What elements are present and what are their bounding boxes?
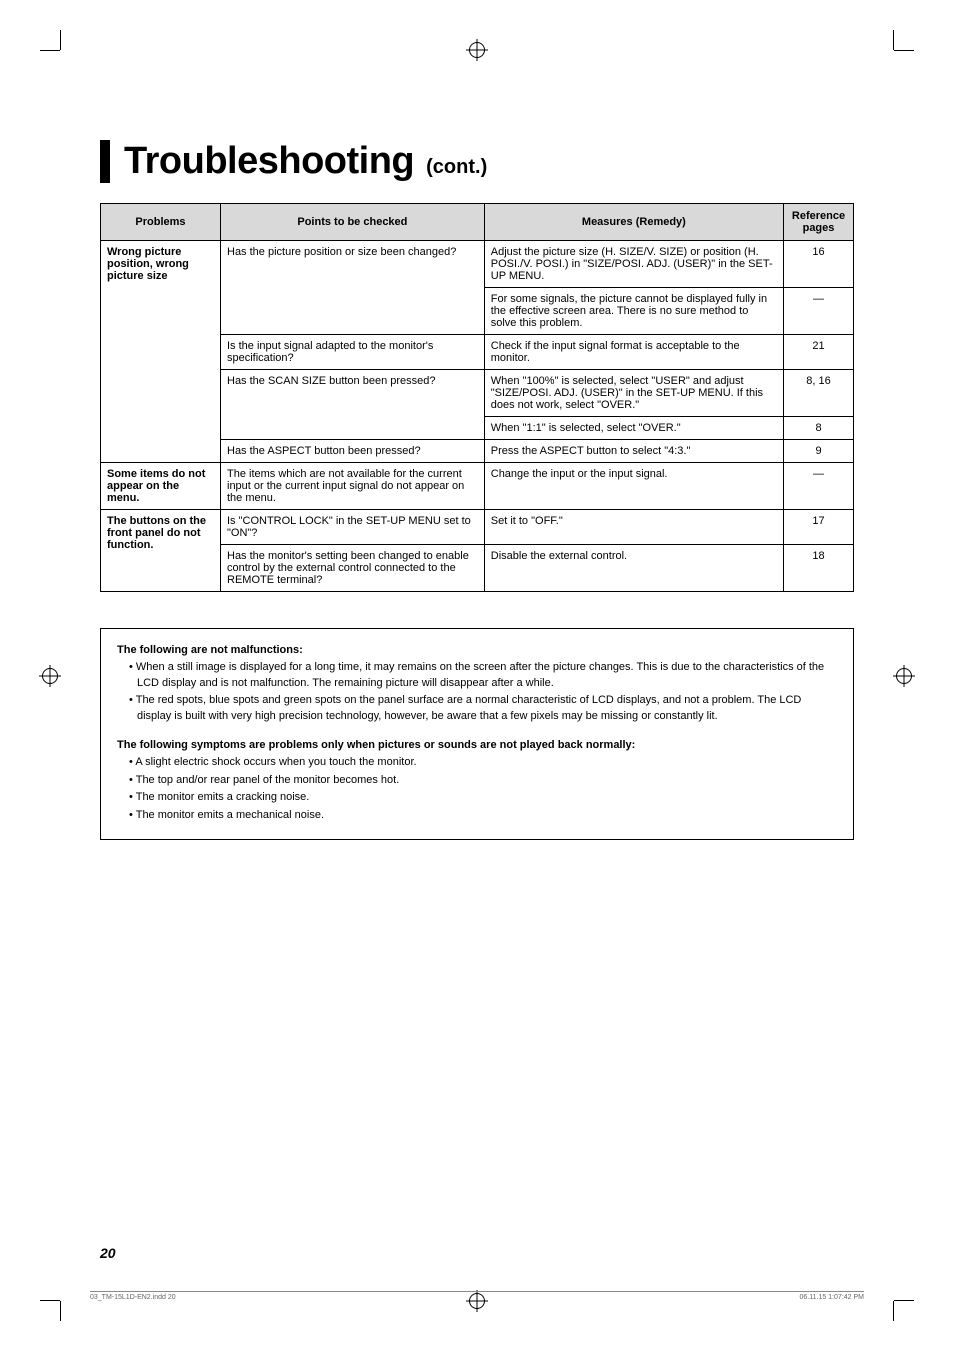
- crop-mark: [60, 1301, 61, 1321]
- page-title-bar: Troubleshooting (cont.): [100, 140, 854, 183]
- cell-point: Has the ASPECT button been pressed?: [221, 440, 485, 463]
- cell-point: Has the picture position or size been ch…: [221, 241, 485, 335]
- cell-measure: Adjust the picture size (H. SIZE/V. SIZE…: [484, 241, 783, 288]
- page-content: Troubleshooting (cont.) Problems Points …: [100, 140, 854, 1271]
- cell-measure: For some signals, the picture cannot be …: [484, 288, 783, 335]
- crop-mark: [60, 30, 61, 50]
- cell-measure: When "100%" is selected, select "USER" a…: [484, 370, 783, 417]
- th-points: Points to be checked: [221, 204, 485, 241]
- cell-ref: 21: [784, 335, 854, 370]
- th-problems: Problems: [101, 204, 221, 241]
- note-item: The monitor emits a cracking noise.: [129, 790, 837, 805]
- notes-list: When a still image is displayed for a lo…: [117, 660, 837, 724]
- cell-measure: Change the input or the input signal.: [484, 463, 783, 510]
- registration-mark: [896, 668, 912, 684]
- note-item: The red spots, blue spots and green spot…: [129, 693, 837, 724]
- crop-mark: [894, 1300, 914, 1301]
- page-number: 20: [100, 1245, 116, 1261]
- cell-ref: 16: [784, 241, 854, 288]
- cell-point: Is "CONTROL LOCK" in the SET-UP MENU set…: [221, 510, 485, 545]
- notes-box: The following are not malfunctions: When…: [100, 628, 854, 840]
- troubleshooting-table: Problems Points to be checked Measures (…: [100, 203, 854, 592]
- registration-mark: [469, 42, 485, 58]
- cell-problem: The buttons on the front panel do not fu…: [101, 510, 221, 592]
- th-reference: Reference pages: [784, 204, 854, 241]
- cell-measure: When "1:1" is selected, select "OVER.": [484, 417, 783, 440]
- cell-point: Is the input signal adapted to the monit…: [221, 335, 485, 370]
- crop-mark: [40, 50, 60, 51]
- notes-list: A slight electric shock occurs when you …: [117, 755, 837, 823]
- notes-heading: The following symptoms are problems only…: [117, 738, 837, 753]
- crop-mark: [893, 30, 894, 50]
- note-item: The top and/or rear panel of the monitor…: [129, 773, 837, 788]
- cell-ref: 9: [784, 440, 854, 463]
- crop-mark: [893, 1301, 894, 1321]
- cell-ref: 17: [784, 510, 854, 545]
- cell-measure: Disable the external control.: [484, 545, 783, 592]
- title-accent-bar: [100, 140, 110, 183]
- registration-mark: [42, 668, 58, 684]
- note-item: A slight electric shock occurs when you …: [129, 755, 837, 770]
- cell-ref: 8: [784, 417, 854, 440]
- note-item: The monitor emits a mechanical noise.: [129, 808, 837, 823]
- footer-filename: 03_TM-15L1D-EN2.indd 20: [90, 1294, 176, 1301]
- cell-measure: Press the ASPECT button to select "4:3.": [484, 440, 783, 463]
- cell-measure: Set it to "OFF.": [484, 510, 783, 545]
- th-measures: Measures (Remedy): [484, 204, 783, 241]
- cell-problem: Some items do not appear on the menu.: [101, 463, 221, 510]
- print-footer: 03_TM-15L1D-EN2.indd 20 06.11.15 1:07:42…: [90, 1291, 864, 1301]
- cell-measure: Check if the input signal format is acce…: [484, 335, 783, 370]
- cell-ref: —: [784, 463, 854, 510]
- cell-ref: 18: [784, 545, 854, 592]
- page-title: Troubleshooting: [124, 140, 414, 183]
- note-item: When a still image is displayed for a lo…: [129, 660, 837, 691]
- crop-mark: [894, 50, 914, 51]
- cell-point: Has the SCAN SIZE button been pressed?: [221, 370, 485, 440]
- page-title-suffix: (cont.): [426, 156, 487, 179]
- cell-problem: Wrong picture position, wrong picture si…: [101, 241, 221, 463]
- cell-ref: —: [784, 288, 854, 335]
- cell-point: The items which are not available for th…: [221, 463, 485, 510]
- cell-ref: 8, 16: [784, 370, 854, 417]
- cell-point: Has the monitor's setting been changed t…: [221, 545, 485, 592]
- footer-timestamp: 06.11.15 1:07:42 PM: [800, 1294, 864, 1301]
- crop-mark: [40, 1300, 60, 1301]
- notes-heading: The following are not malfunctions:: [117, 643, 837, 658]
